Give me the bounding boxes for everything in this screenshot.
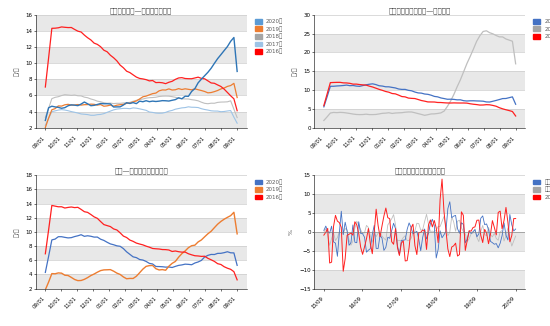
Title: 新疆一级骏枣—历年收购价对比: 新疆一级骏枣—历年收购价对比 <box>110 7 172 13</box>
Bar <box>36 218 247 232</box>
Y-axis label: 元/斤: 元/斤 <box>14 67 20 76</box>
Bar <box>36 79 247 96</box>
Y-axis label: 元/斤: 元/斤 <box>293 67 298 76</box>
Bar <box>314 34 525 52</box>
Bar <box>314 71 525 90</box>
Title: 灰枣现货价格周环比涨跌幅: 灰枣现货价格周环比涨跌幅 <box>394 168 446 174</box>
Bar <box>314 109 525 128</box>
Bar <box>314 270 525 289</box>
Bar <box>36 189 247 204</box>
Bar <box>36 112 247 128</box>
Legend: 2020年, 2019年, 2018年, 2017年, 2016年: 2020年, 2019年, 2018年, 2017年, 2016年 <box>254 18 284 55</box>
Y-axis label: 元/斤: 元/斤 <box>14 227 20 237</box>
Bar <box>314 194 525 213</box>
Bar <box>36 15 247 31</box>
Legend: 2020年, 2019年, 2016年: 2020年, 2019年, 2016年 <box>254 178 284 201</box>
Bar <box>36 274 247 289</box>
Bar <box>314 232 525 251</box>
Bar <box>36 47 247 63</box>
Y-axis label: %: % <box>289 229 294 235</box>
Legend: 若羌灰枣, 和田灰枣, 2016年: 若羌灰枣, 和田灰枣, 2016年 <box>532 178 550 201</box>
Bar <box>36 246 247 260</box>
Title: 灰枣历年收购价对比—若羌灰枣: 灰枣历年收购价对比—若羌灰枣 <box>389 7 451 13</box>
Legend: 2020年, 2018年, 2016年: 2020年, 2018年, 2016年 <box>532 18 550 40</box>
Title: 新疆—骏枣历年收购价对比: 新疆—骏枣历年收购价对比 <box>114 168 168 174</box>
